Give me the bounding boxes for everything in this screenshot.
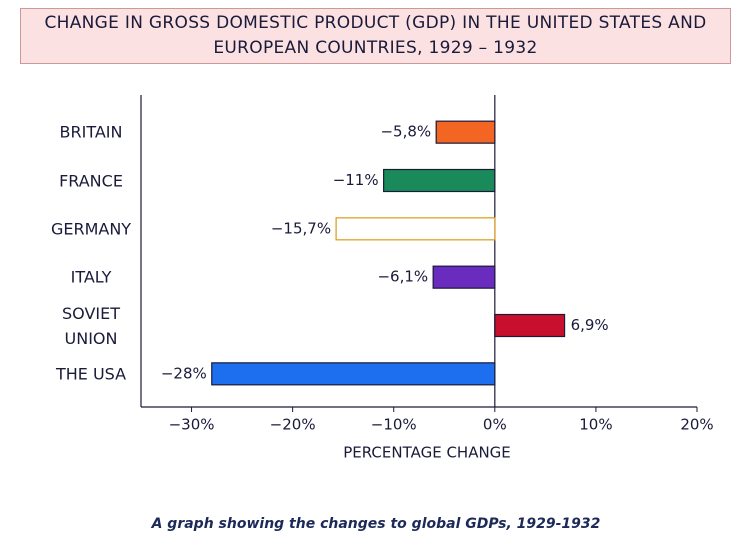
category-label: FRANCE [59,171,123,190]
value-label: −11% [333,171,379,189]
value-label: −15,7% [271,219,331,237]
bar [494,313,566,338]
value-label: −5,8% [380,123,431,141]
bar [335,217,496,241]
x-tick-label: −20% [270,416,316,434]
caption: A graph showing the changes to global GD… [151,516,601,532]
category-label: SOVIET UNION [61,303,120,348]
x-tick-label: 10% [579,416,612,434]
value-label: −28% [161,364,207,382]
bar [211,362,496,386]
x-tick-label: 20% [680,416,713,434]
category-label: THE USA [55,364,127,384]
bar [435,120,496,144]
x-axis-label: PERCENTAGE CHANGE [343,444,511,462]
category-label: ITALY [70,267,112,287]
x-tick-label: −30% [169,416,215,434]
x-tick-label: −10% [371,416,417,434]
category-label: GERMANY [50,219,132,239]
x-tick-label: 0% [483,416,507,434]
bar [432,265,496,289]
bar [383,168,496,193]
category-label: BRITAIN [59,122,123,142]
value-label: 6,9% [571,316,609,334]
value-label: −6,1% [377,268,428,286]
chart-title: CHANGE IN GROSS DOMESTIC PRODUCT (GDP) I… [20,8,731,64]
